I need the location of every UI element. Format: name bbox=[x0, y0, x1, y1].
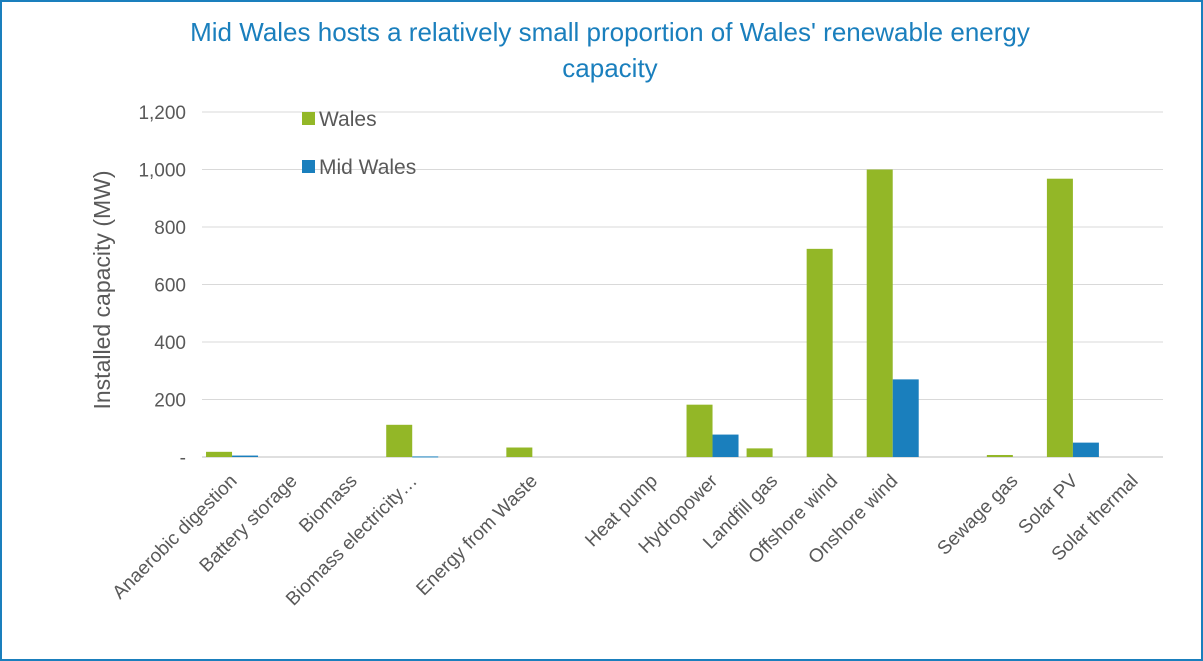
chart-title: Mid Wales hosts a relatively small propo… bbox=[190, 17, 1030, 83]
bar-wales bbox=[206, 451, 233, 457]
y-tick-label: 400 bbox=[154, 333, 186, 354]
legend-swatch bbox=[302, 112, 315, 125]
legend-label: Mid Wales bbox=[319, 156, 416, 179]
bar-wales bbox=[806, 248, 833, 457]
y-tick-label: 1,200 bbox=[138, 103, 186, 124]
y-tick-label: 200 bbox=[154, 391, 186, 412]
bar-wales bbox=[746, 448, 773, 457]
bar-mid-wales bbox=[232, 455, 259, 457]
bar-wales bbox=[986, 454, 1013, 457]
bar-wales bbox=[686, 404, 713, 457]
x-category-label: Energy from Waste bbox=[413, 471, 542, 600]
bars bbox=[206, 169, 1099, 458]
bar-wales bbox=[866, 169, 893, 457]
y-tick-label: 800 bbox=[154, 218, 186, 239]
bar-mid-wales bbox=[412, 456, 439, 458]
bar-mid-wales bbox=[1072, 442, 1099, 457]
bar-wales bbox=[386, 424, 413, 457]
y-tick-labels: - 200 400 600 800 1,000 1,200 bbox=[138, 103, 186, 469]
x-category-label: Sewage gas bbox=[934, 471, 1023, 560]
bar-wales bbox=[506, 447, 533, 457]
y-axis-title: Installed capacity (MW) bbox=[89, 170, 115, 409]
y-tick-label: - bbox=[180, 448, 186, 469]
y-tick-label: 1,000 bbox=[138, 161, 186, 182]
legend-label: Wales bbox=[319, 108, 377, 131]
y-tick-label: 600 bbox=[154, 276, 186, 297]
bar-wales bbox=[1046, 178, 1073, 457]
bar-mid-wales bbox=[892, 379, 919, 457]
legend-swatch bbox=[302, 160, 315, 173]
gridlines bbox=[202, 111, 1163, 458]
legend: Wales Mid Wales bbox=[302, 108, 416, 179]
bar-mid-wales bbox=[712, 434, 739, 457]
